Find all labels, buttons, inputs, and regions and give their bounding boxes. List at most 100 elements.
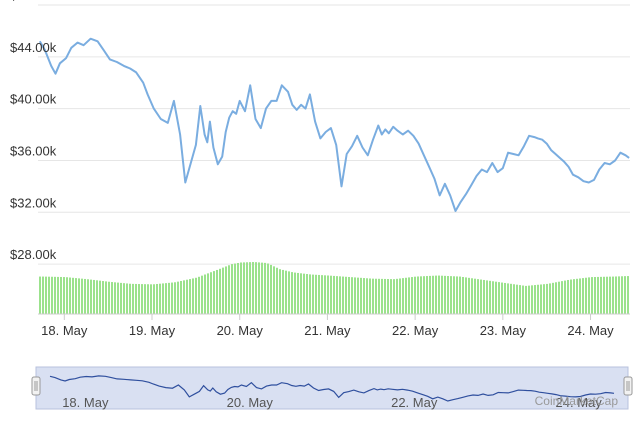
volume-bar	[468, 277, 470, 314]
volume-bar	[498, 282, 500, 314]
volume-bar	[597, 276, 599, 314]
volume-bar	[570, 279, 572, 314]
volume-bar	[546, 283, 548, 314]
volume-bar	[471, 278, 473, 314]
volume-bar	[363, 278, 365, 314]
volume-bar	[102, 281, 104, 314]
volume-bar	[357, 277, 359, 314]
y-tick-label: $48.00k	[10, 0, 57, 3]
volume-bar	[531, 285, 533, 314]
volume-bar	[105, 281, 107, 314]
volume-bar	[297, 272, 299, 314]
volume-bar	[207, 273, 209, 314]
volume-bar	[129, 283, 131, 314]
volume-bar	[267, 263, 269, 314]
volume-bar	[510, 283, 512, 314]
volume-bar	[282, 269, 284, 314]
y-tick-label: $44.00k	[10, 40, 57, 55]
volume-bar	[360, 277, 362, 314]
volume-bar	[135, 283, 137, 314]
x-tick-label: 19. May	[129, 323, 176, 338]
volume-bar	[540, 284, 542, 314]
volume-bar	[57, 276, 59, 314]
volume-bar	[66, 277, 68, 314]
navigator-tick-label: 18. May	[62, 395, 109, 410]
volume-bar	[258, 262, 260, 314]
volume-bar	[624, 276, 626, 314]
volume-bar	[63, 277, 65, 314]
price-series	[38, 37, 630, 212]
x-tick-label: 18. May	[41, 323, 88, 338]
navigator[interactable]: 18. May 20. May 22. May 24. MayCoinMarketCa…	[31, 366, 633, 410]
volume-bar	[492, 281, 494, 314]
volume-bar	[459, 276, 461, 314]
volume-bar	[600, 276, 602, 314]
volume-bar	[462, 276, 464, 314]
volume-bar	[552, 282, 554, 314]
volume-bar	[351, 277, 353, 314]
navigator-tick-label: 24. May	[556, 395, 603, 410]
volume-bar	[573, 279, 575, 314]
volume-bar	[114, 282, 116, 314]
volume-bar	[273, 266, 275, 314]
volume-bar	[594, 276, 596, 314]
volume-bar	[543, 284, 545, 314]
volume-bar	[339, 276, 341, 314]
navigator-line	[49, 375, 615, 402]
volume-bar	[504, 282, 506, 314]
volume-bar	[516, 284, 518, 314]
volume-bar	[474, 278, 476, 314]
volume-bar	[285, 270, 287, 314]
volume-bar	[180, 280, 182, 314]
volume-bar	[447, 275, 449, 314]
volume-bar	[588, 277, 590, 314]
volume-bar	[513, 284, 515, 314]
volume-bar	[276, 267, 278, 314]
x-tick-label: 24. May	[567, 323, 614, 338]
y-axis-ticks: $28.00k $32.00k $36.00k $40.00k $44.00k $48.0…	[10, 0, 57, 262]
volume-bar	[246, 262, 248, 314]
volume-bar	[525, 285, 527, 314]
volume-bar	[396, 278, 398, 314]
volume-bar	[501, 282, 503, 314]
volume-bar	[603, 276, 605, 314]
volume-bar	[579, 278, 581, 314]
volume-bar	[228, 265, 230, 314]
volume-bar	[294, 272, 296, 314]
volume-bar	[567, 279, 569, 314]
volume-bar	[615, 276, 617, 314]
volume-bar	[255, 262, 257, 314]
volume-bar	[480, 279, 482, 314]
volume-bar	[222, 267, 224, 314]
navigator-left-handle[interactable]	[31, 376, 41, 396]
volume-bar	[306, 274, 308, 314]
volume-bar	[168, 282, 170, 314]
volume-bar	[387, 279, 389, 314]
volume-bar	[621, 276, 623, 314]
volume-series	[39, 262, 629, 314]
volume-bar	[378, 278, 380, 314]
volume-bar	[309, 274, 311, 314]
volume-bar	[219, 268, 221, 314]
volume-bar	[393, 279, 395, 314]
volume-bar	[483, 279, 485, 314]
volume-bar	[117, 282, 119, 314]
volume-bar	[576, 278, 578, 314]
navigator-right-handle[interactable]	[623, 376, 633, 396]
volume-bar	[141, 284, 143, 314]
volume-bar	[99, 280, 101, 314]
volume-bar	[585, 277, 587, 314]
volume-bar	[75, 278, 77, 314]
volume-bar	[441, 275, 443, 314]
volume-bar	[216, 269, 218, 314]
volume-bar	[384, 278, 386, 314]
volume-bar	[327, 275, 329, 314]
volume-bar	[456, 276, 458, 314]
volume-bar	[261, 262, 263, 314]
volume-bar	[423, 276, 425, 314]
volume-bar	[162, 283, 164, 314]
volume-bar	[414, 276, 416, 314]
volume-bar	[96, 280, 98, 314]
volume-bar	[300, 273, 302, 314]
